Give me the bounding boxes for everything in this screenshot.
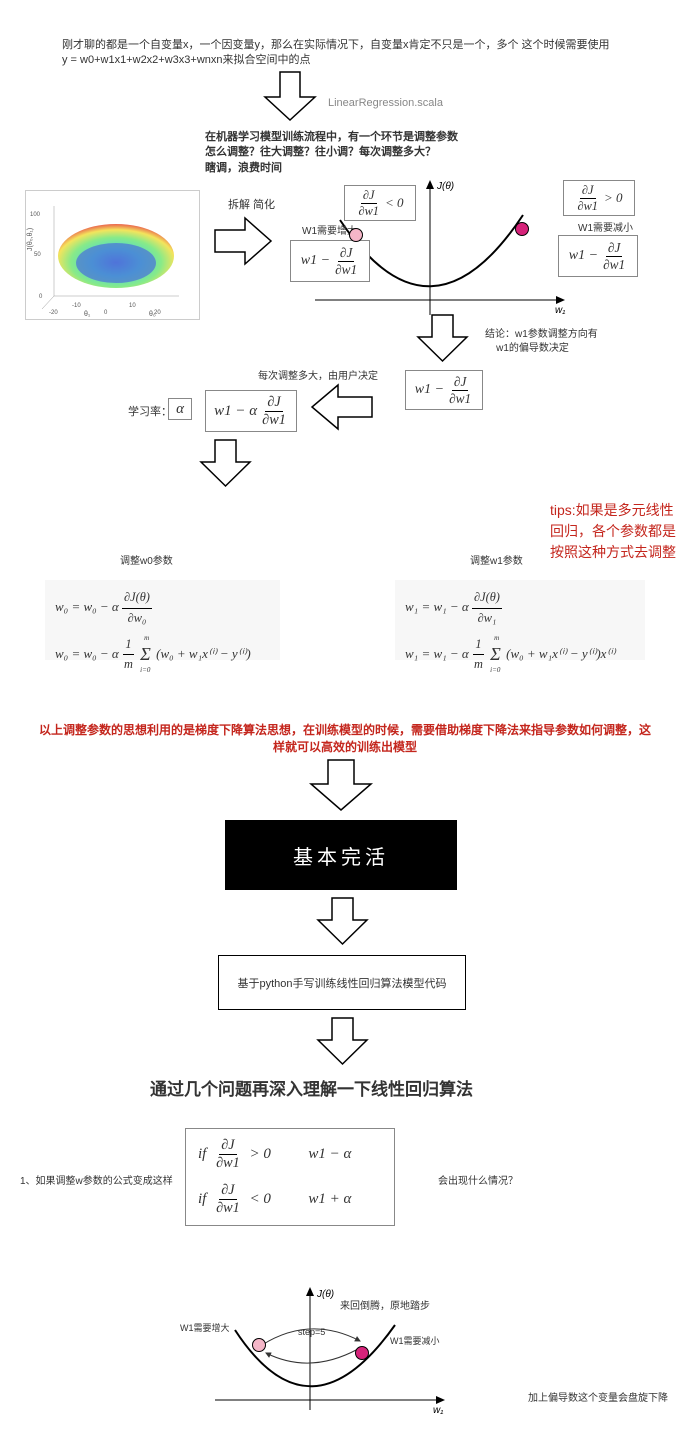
intro-text: 刚才聊的都是一个自变量x，一个因变量y，那么在实际情况下，自变量x肯定不只是一个… <box>62 38 642 69</box>
red-summary: 以上调整参数的思想利用的是梯度下降算法思想，在训练模型的时候，需要借助梯度下降法… <box>35 722 655 756</box>
left-dot <box>349 228 363 242</box>
svg-text:w₁: w₁ <box>555 305 565 316</box>
intro-line2: y = w0+w1x1+w2x2+w3x3+wnxn来拟合空间中的点 <box>62 54 311 66</box>
eq-w0-box: w₀ = w₀ − α ∂J(θ)∂w₀ w₀ = w₀ − α 1m Σ m … <box>45 580 280 660</box>
svg-text:J(θ₀,θ₁): J(θ₀,θ₁) <box>27 228 34 251</box>
svg-text:-10: -10 <box>72 303 81 309</box>
adjust-w0-label: 调整w0参数 <box>120 555 173 569</box>
svg-text:100: 100 <box>30 212 41 218</box>
arrow-left-1 <box>310 385 372 429</box>
q1-right: 会出现什么情况？ <box>438 1175 518 1189</box>
osc-right-dot <box>355 1346 369 1360</box>
q-l2: 怎么调整？往大调整？往小调？每次调整多大？ <box>205 146 436 158</box>
osc-left-dot <box>252 1338 266 1352</box>
adjust-w1-label: 调整w1参数 <box>470 555 523 569</box>
q-l3: 瞎调，浪费时间 <box>205 162 282 174</box>
w1-alpha-box: w1 − α ∂J∂w1 <box>205 390 297 432</box>
svg-text:0: 0 <box>104 310 108 316</box>
if-box: if ∂J∂w1 > 0 w1 − α if ∂J∂w1 < 0 w1 + α <box>185 1128 395 1226</box>
arrow-down-3 <box>198 440 253 488</box>
surface-plot: J(θ₀,θ₁) 100 50 0 θ₁ θ₀ <box>25 190 200 320</box>
each-step-label: 每次调整多大，由用户决定 <box>258 370 378 384</box>
svg-text:-20: -20 <box>49 310 58 316</box>
svg-text:0: 0 <box>39 294 43 300</box>
question-block: 在机器学习模型训练流程中，有一个环节是调整参数 怎么调整？往大调整？往小调？每次… <box>205 130 485 176</box>
arrow-down-2 <box>415 315 470 363</box>
cond-gt-box: ∂J∂w1 > 0 <box>563 180 635 216</box>
q1-left: 1、如果调整w参数的公式变成这样 <box>20 1175 173 1189</box>
svg-text:θ₁: θ₁ <box>84 311 91 318</box>
w1-dec-2: W1需要减小 <box>390 1335 440 1348</box>
arrow-down-1 <box>260 72 320 122</box>
w1minus-right: w1 − ∂J∂w1 <box>558 235 638 277</box>
svg-text:J(θ): J(θ) <box>436 181 454 192</box>
step5-label: step=5 <box>298 1326 325 1339</box>
decompose-label: 拆解 简化 <box>228 198 275 213</box>
deep-title: 通过几个问题再深入理解一下线性回归算法 <box>150 1078 473 1102</box>
arrow-down-4 <box>308 760 374 812</box>
w1-inc-2: W1需要增大 <box>180 1322 230 1335</box>
intro-line1: 刚才聊的都是一个自变量x，一个因变量y，那么在实际情况下，自变量x肯定不只是一个… <box>62 39 610 51</box>
arrow-down-6 <box>315 1018 370 1066</box>
done-box: 基本完活 <box>225 820 457 890</box>
conclusion: 结论：w1参数调整方向有 w1的偏导数决定 <box>485 328 598 356</box>
w1-dec-label: W1需要减小 <box>578 222 633 236</box>
svg-text:20: 20 <box>154 310 161 316</box>
q-l1: 在机器学习模型训练流程中，有一个环节是调整参数 <box>205 131 458 143</box>
file-label: LinearRegression.scala <box>328 96 443 111</box>
arrow-down-5 <box>315 898 370 946</box>
arrow-right-1 <box>215 218 275 264</box>
w1minus-mid: w1 − ∂J∂w1 <box>405 370 483 410</box>
w1minus-left: w1 − ∂J∂w1 <box>290 240 370 282</box>
cond-lt-box: ∂J∂w1 < 0 <box>344 185 416 221</box>
python-box: 基于python手写训练线性回归算法模型代码 <box>218 955 466 1010</box>
add-partial-label: 加上偏导数这个变量会盘旋下降 <box>528 1392 668 1406</box>
svg-text:J(θ): J(θ) <box>316 1289 334 1300</box>
alpha-box: α <box>168 398 192 420</box>
eq-w1-box: w₁ = w₁ − α ∂J(θ)∂w₁ w₁ = w₁ − α 1m Σ m … <box>395 580 645 660</box>
svg-text:50: 50 <box>34 252 41 258</box>
tips-block: tips:如果是多元线性 回归，各个参数都是 按照这种方式去调整 <box>550 500 676 563</box>
svg-text:w₁: w₁ <box>433 1405 443 1416</box>
right-dot <box>515 222 529 236</box>
svg-text:10: 10 <box>129 303 136 309</box>
lr-label: 学习率： <box>128 405 172 420</box>
oscillate-label: 来回倒腾，原地踏步 <box>340 1300 430 1314</box>
